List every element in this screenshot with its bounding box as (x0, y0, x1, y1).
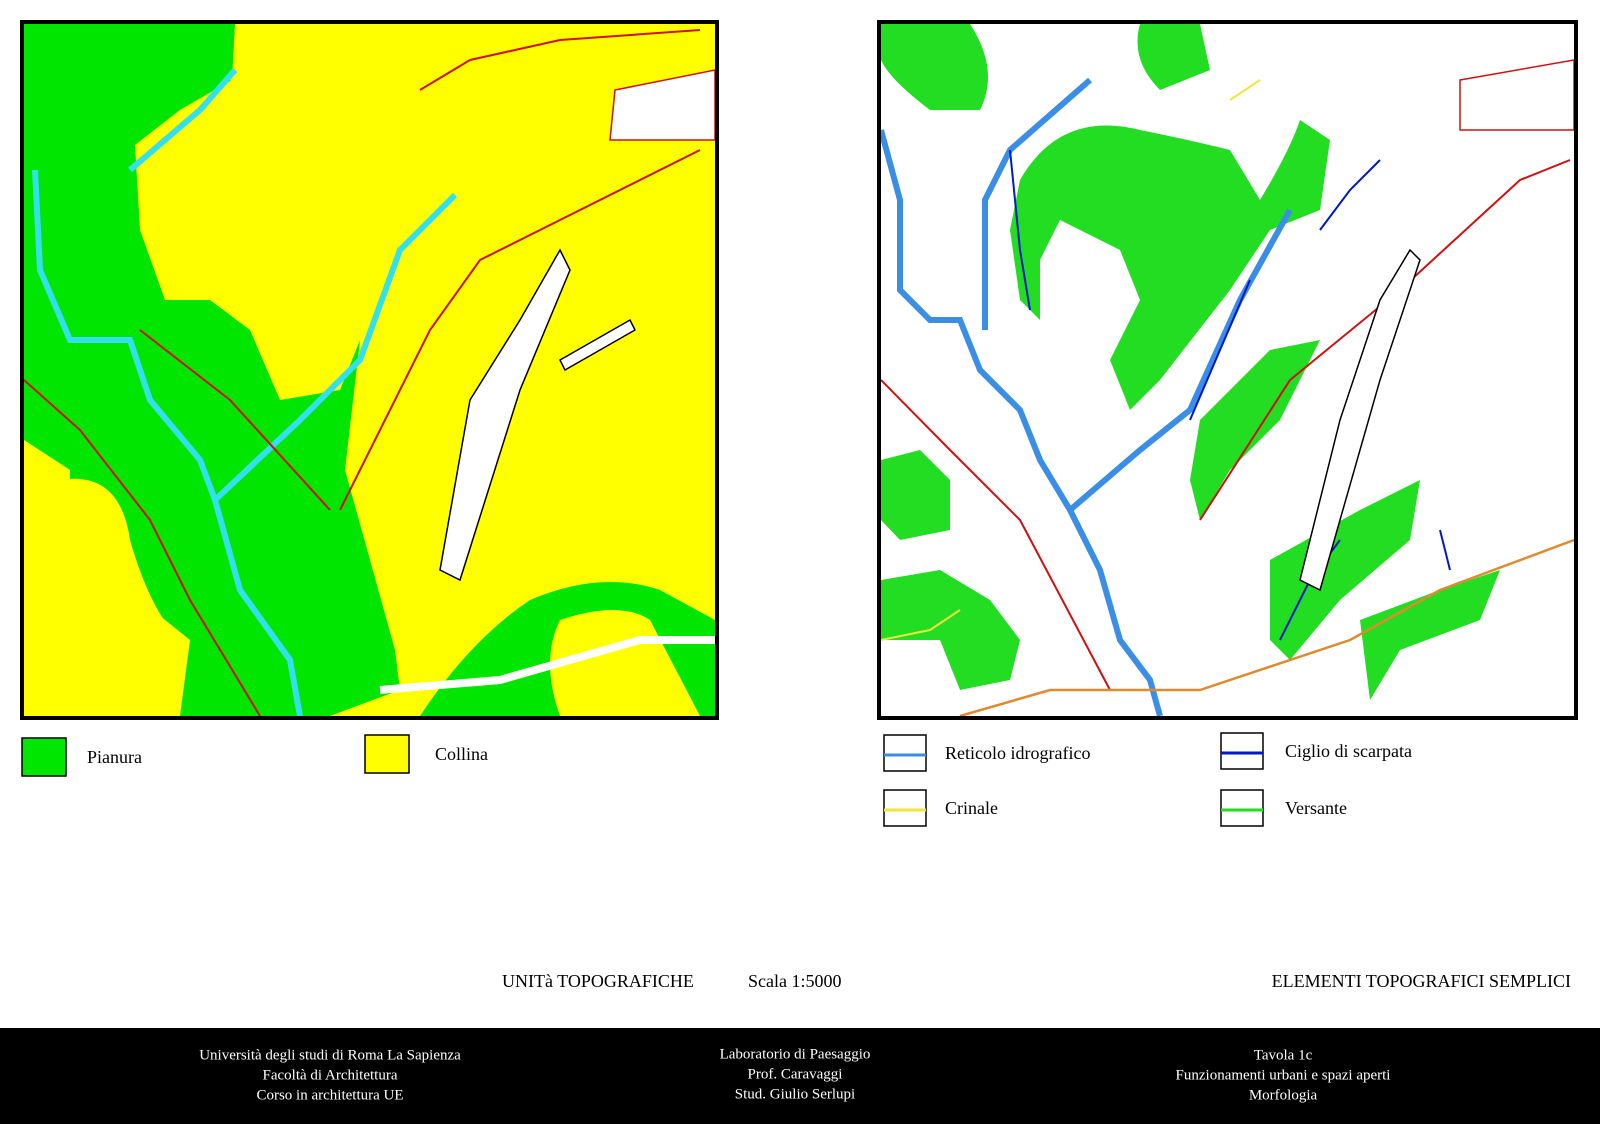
legend-label: Collina (435, 744, 488, 764)
footer-text: Prof. Caravaggi (748, 1066, 843, 1082)
legend-label: Versante (1285, 798, 1347, 818)
footer-text: Stud. Giulio Serlupi (735, 1086, 855, 1102)
legend-swatch (21, 737, 67, 777)
right-map (881, 24, 1574, 716)
legend-swatch (364, 734, 410, 774)
legend-item: Reticolo idrografico (883, 734, 1090, 772)
legend-label: Ciglio di scarpata (1285, 741, 1412, 761)
map-title: ELEMENTI TOPOGRAFICI SEMPLICI (1272, 971, 1571, 991)
footer-text: Funzionamenti urbani e spazi aperti (1176, 1067, 1391, 1083)
footer-text: Morfologia (1249, 1087, 1318, 1103)
left-map (24, 24, 715, 716)
footer-text: Laboratorio di Paesaggio (720, 1046, 871, 1062)
footer-band (0, 1028, 1600, 1124)
map-title: UNITà TOPOGRAFICHE (502, 971, 694, 991)
footer-text: Università degli studi di Roma La Sapien… (199, 1047, 461, 1063)
legend-label: Reticolo idrografico (945, 743, 1090, 763)
footer-text: Tavola 1c (1254, 1047, 1313, 1063)
left-frame (20, 20, 719, 720)
right-frame (877, 20, 1578, 720)
legend-label: Pianura (87, 747, 142, 767)
map-scale: Scala 1:5000 (748, 971, 841, 991)
footer: Università degli studi di Roma La Sapien… (199, 1046, 1390, 1103)
legend-label: Crinale (945, 798, 998, 818)
legend-item: Ciglio di scarpata (1220, 732, 1412, 770)
footer-text: Facoltà di Architettura (263, 1067, 398, 1083)
legend-item: Crinale (883, 789, 998, 827)
legend-item: Versante (1220, 789, 1347, 827)
footer-text: Corso in architettura UE (256, 1087, 403, 1103)
